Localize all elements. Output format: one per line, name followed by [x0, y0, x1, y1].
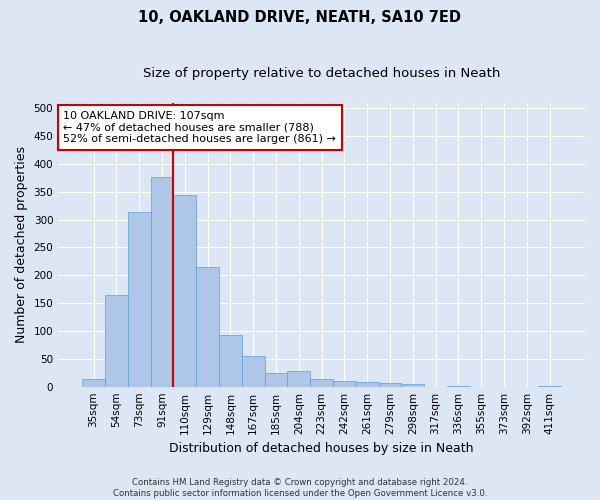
Text: 10, OAKLAND DRIVE, NEATH, SA10 7ED: 10, OAKLAND DRIVE, NEATH, SA10 7ED — [139, 10, 461, 25]
Text: Contains HM Land Registry data © Crown copyright and database right 2024.
Contai: Contains HM Land Registry data © Crown c… — [113, 478, 487, 498]
Title: Size of property relative to detached houses in Neath: Size of property relative to detached ho… — [143, 68, 500, 80]
Bar — [265, 374, 287, 386]
Bar — [401, 384, 424, 386]
Bar — [105, 294, 128, 386]
Bar — [128, 212, 151, 386]
Bar — [82, 380, 105, 386]
Y-axis label: Number of detached properties: Number of detached properties — [15, 146, 28, 343]
Bar — [379, 384, 401, 386]
Bar — [151, 177, 173, 386]
Bar — [356, 382, 379, 386]
Bar — [310, 380, 333, 386]
Bar — [287, 371, 310, 386]
Bar — [242, 356, 265, 386]
Text: 10 OAKLAND DRIVE: 107sqm
← 47% of detached houses are smaller (788)
52% of semi-: 10 OAKLAND DRIVE: 107sqm ← 47% of detach… — [64, 111, 337, 144]
X-axis label: Distribution of detached houses by size in Neath: Distribution of detached houses by size … — [169, 442, 474, 455]
Bar — [333, 381, 356, 386]
Bar — [219, 335, 242, 386]
Bar — [196, 267, 219, 386]
Bar — [173, 195, 196, 386]
